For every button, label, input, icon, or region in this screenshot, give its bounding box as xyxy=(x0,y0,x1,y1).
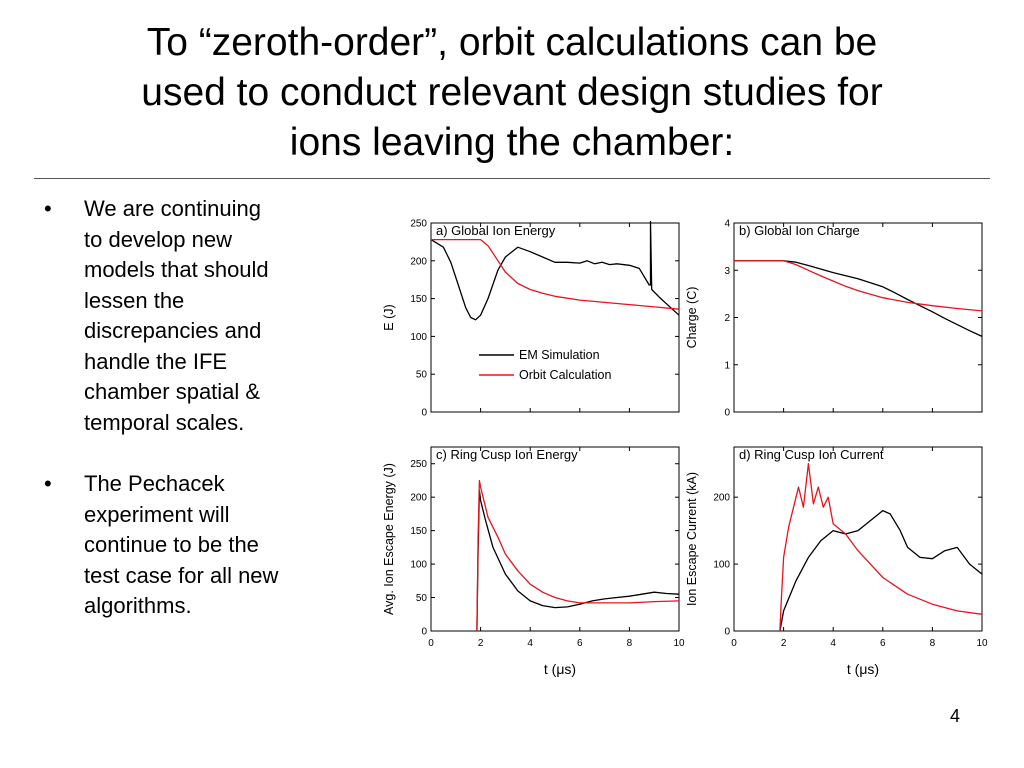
y-tick-label: 150 xyxy=(410,294,427,305)
y-tick-label: 0 xyxy=(724,408,730,419)
bullet-line: handle the IFE xyxy=(84,348,228,374)
x-tick-label: 8 xyxy=(930,638,936,649)
bullet-line: lessen the xyxy=(84,287,185,313)
bullet-line: test case for all new xyxy=(84,562,279,588)
x-tick-label: 6 xyxy=(880,638,886,649)
panel-title: a) Global Ion Energy xyxy=(436,223,556,238)
x-tick-label: 2 xyxy=(781,638,787,649)
y-tick-label: 0 xyxy=(421,627,427,638)
title-line: To “zeroth-order”, orbit calculations ca… xyxy=(146,21,878,64)
x-tick-label: 10 xyxy=(673,638,685,649)
bullet-line: discrepancies and xyxy=(84,318,262,343)
y-tick-label: 50 xyxy=(416,593,428,604)
y-axis-label: E (J) xyxy=(382,304,396,330)
bullet-line: to develop new xyxy=(84,226,232,252)
plot-frame xyxy=(430,222,680,413)
x-tick-label: 0 xyxy=(731,638,737,649)
y-tick-label: 250 xyxy=(410,219,427,230)
y-tick-label: 3 xyxy=(724,266,730,277)
series-line xyxy=(734,260,983,337)
y-tick-label: 50 xyxy=(416,370,428,381)
series-line xyxy=(779,509,983,632)
series-line xyxy=(431,238,680,310)
chart-panel: 0 50 100 150 200 250 0 2 4 6 8 10 c) Ring Cusp Ion E… xyxy=(382,446,685,677)
plot-frame xyxy=(430,446,680,632)
y-tick-label: 2 xyxy=(724,313,730,324)
bullet-line: experiment will xyxy=(84,501,230,527)
chart-panel: 0 100 200 0 2 4 6 8 10 d) Ring Cusp Ion Current Io… xyxy=(685,446,988,677)
y-tick-label: 200 xyxy=(410,493,427,504)
y-tick-label: 200 xyxy=(410,256,427,267)
panel-title: c) Ring Cusp Ion Energy xyxy=(436,447,578,462)
chart-panel: 0 1 2 3 4 b) Global Ion Charge Charge (C) xyxy=(685,219,983,419)
y-tick-label: 1 xyxy=(724,360,730,371)
y-tick-label: 200 xyxy=(713,493,730,504)
bullet-list: We are continuing to develop new models … xyxy=(40,194,340,653)
slide-title: To “zeroth-order”, orbit calculations ca… xyxy=(40,18,984,168)
bullet-line: chamber spatial & xyxy=(84,379,261,404)
page-number: 4 xyxy=(950,706,961,726)
panel-title: b) Global Ion Charge xyxy=(739,223,860,238)
y-tick-label: 250 xyxy=(410,459,427,470)
series-line xyxy=(476,479,680,632)
x-tick-label: 6 xyxy=(577,638,583,649)
bullet-line: algorithms. xyxy=(84,593,192,618)
series-line xyxy=(430,220,680,321)
bullet-line: continue to be the xyxy=(84,532,259,557)
y-tick-label: 4 xyxy=(724,219,730,230)
bullet-item: We are continuing to develop new models … xyxy=(40,194,340,438)
title-line: used to conduct relevant design studies … xyxy=(141,71,883,114)
title-line: ions leaving the chamber: xyxy=(289,121,735,164)
bullet-item: The Pechacek experiment will continue to… xyxy=(40,469,340,622)
x-tick-label: 0 xyxy=(428,638,434,649)
series-line xyxy=(734,260,983,312)
y-tick-label: 100 xyxy=(410,560,427,571)
series-line xyxy=(779,463,983,632)
legend-label: EM Simulation xyxy=(519,348,600,362)
plot-frame xyxy=(733,446,983,632)
x-axis-label: t (μs) xyxy=(847,661,879,677)
x-tick-label: 4 xyxy=(527,638,533,649)
bullet-line: temporal scales. xyxy=(84,409,245,435)
y-axis-label: Avg. Ion Escape Energy (J) xyxy=(382,463,396,615)
bullet-line: We are continuing xyxy=(84,196,261,221)
x-tick-label: 2 xyxy=(478,638,484,649)
title-divider xyxy=(34,178,990,179)
legend: EM Simulation Orbit Calculation xyxy=(479,348,611,382)
y-axis-label: Ion Escape Current (kA) xyxy=(685,472,699,606)
bullet-line: models that should xyxy=(84,257,269,282)
legend-label: Orbit Calculation xyxy=(519,368,611,382)
chart-panel: 0 50 100 150 200 250 a) Global Ion Energy E (J)… xyxy=(382,219,680,419)
x-axis-label: t (μs) xyxy=(544,661,576,677)
plot-frame xyxy=(733,222,983,413)
series-line xyxy=(476,489,680,632)
panel-title: d) Ring Cusp Ion Current xyxy=(739,447,884,462)
y-tick-label: 100 xyxy=(713,560,730,571)
x-tick-label: 8 xyxy=(627,638,633,649)
bullet-line: The Pechacek xyxy=(84,471,225,496)
y-tick-label: 150 xyxy=(410,526,427,537)
y-tick-label: 0 xyxy=(724,627,730,638)
y-axis-label: Charge (C) xyxy=(685,287,699,349)
x-tick-label: 4 xyxy=(830,638,836,649)
y-tick-label: 0 xyxy=(421,408,427,419)
y-tick-label: 100 xyxy=(410,332,427,343)
x-tick-label: 10 xyxy=(976,638,988,649)
